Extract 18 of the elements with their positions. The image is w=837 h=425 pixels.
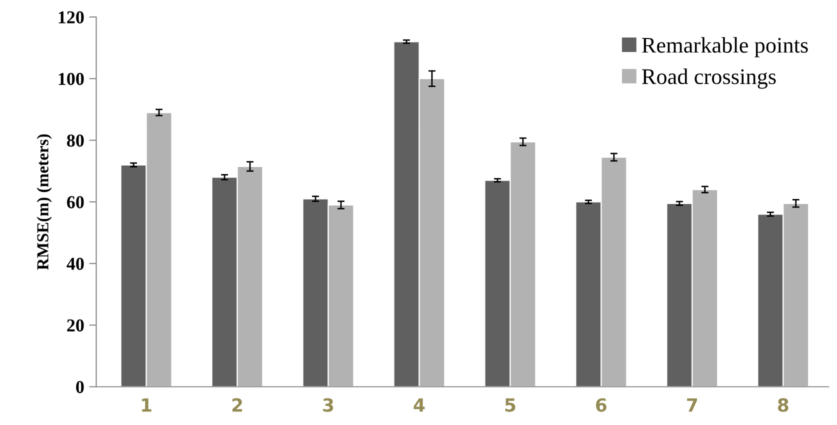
x-tick-label: 7 xyxy=(687,398,698,412)
x-tick-label: 8 xyxy=(778,398,788,412)
y-axis-title: RMSE(m) (meters) xyxy=(36,134,52,270)
x-tick-label: 4 xyxy=(414,398,425,412)
x-tick-label: 6 xyxy=(596,398,606,412)
x-tick-label: 2 xyxy=(232,398,242,412)
y-tick-label: 60 xyxy=(67,196,84,208)
y-tick-label: 20 xyxy=(67,319,84,332)
x-tick-label: 1 xyxy=(142,398,152,412)
x-tick-label: 3 xyxy=(323,398,334,412)
legend-label: Remarkable points xyxy=(642,37,808,58)
legend-label: Road crossings xyxy=(642,68,776,89)
y-tick-label: 80 xyxy=(66,134,84,147)
y-tick-label: 120 xyxy=(58,11,84,24)
y-tick-label: 100 xyxy=(58,72,84,86)
y-tick-label: 40 xyxy=(66,258,84,270)
x-tick-label: 5 xyxy=(505,398,516,412)
y-tick-label: 0 xyxy=(76,381,84,394)
